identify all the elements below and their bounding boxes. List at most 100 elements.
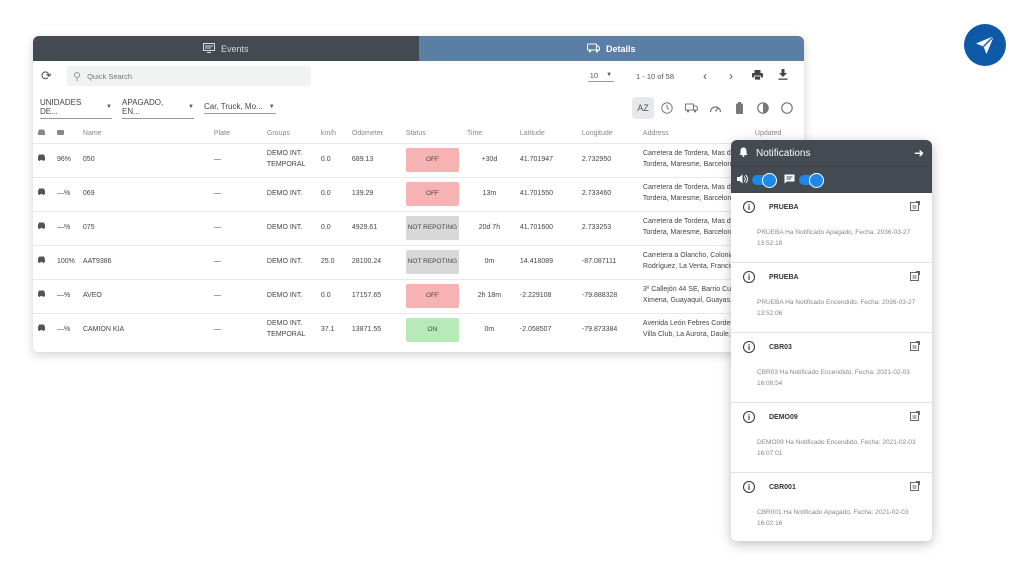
vehicle-plate: —	[209, 312, 263, 347]
print-icon[interactable]	[744, 69, 770, 83]
battery-level: 96%	[53, 142, 79, 177]
vehicle-speed: 25.0	[316, 244, 348, 279]
col-latitude[interactable]: Latitude	[519, 130, 545, 138]
notification-header-row: i DEMO09	[743, 411, 922, 423]
car-icon	[33, 244, 53, 279]
mark-read-icon[interactable]	[910, 271, 920, 283]
notification-item[interactable]: i CBR03 CBR03 Ha Notificado Encendido, Fec…	[731, 333, 932, 403]
vehicle-plate: —	[209, 210, 263, 245]
vehicle-speed: 0.0	[316, 176, 348, 211]
mark-read-icon[interactable]	[910, 341, 920, 353]
car-icon	[33, 278, 53, 313]
group-line-1: DEMO INT.	[266, 257, 303, 265]
info-icon: i	[743, 481, 755, 493]
truck-icon[interactable]	[680, 97, 702, 119]
col-name[interactable]: Name	[82, 130, 102, 138]
speedometer-icon[interactable]	[704, 97, 726, 119]
col-longitude[interactable]: Longitude	[581, 130, 613, 138]
col-time[interactable]: Time	[466, 130, 483, 138]
mark-read-icon[interactable]	[910, 481, 920, 493]
tab-details[interactable]: Details	[418, 36, 804, 61]
vehicle-longitude: -79.873384	[577, 312, 639, 347]
mark-read-icon[interactable]	[910, 411, 920, 423]
prev-page-icon[interactable]: ‹	[703, 69, 707, 83]
clock-icon[interactable]	[656, 97, 678, 119]
caret-down-icon: ▼	[268, 103, 275, 110]
notification-item[interactable]: i PRUEBA PRUEBA Ha Notificado Encendido, F…	[731, 263, 932, 333]
caret-down-icon: ▼	[188, 103, 194, 110]
state-filter[interactable]: APAGADO, EN... ▼	[122, 98, 194, 119]
col-address[interactable]: Address	[642, 130, 669, 138]
col-plate[interactable]: Plate	[213, 130, 230, 138]
car-icon	[33, 125, 53, 143]
table-row[interactable]: —% CAMION KIA — DEMO INT. TEMPORAL 37.1 13871.…	[33, 312, 804, 347]
vehicle-odometer: 17157.65	[347, 278, 402, 313]
col-odometer[interactable]: Odometer	[351, 130, 384, 138]
search-box[interactable]: ⚲	[67, 66, 311, 86]
page-size-select[interactable]: 10 ▼	[587, 71, 615, 82]
table-row[interactable]: —% AVEO — DEMO INT. 0.0 17157.65 OFF 2h 18m -2.2…	[33, 278, 804, 313]
half-circle-icon[interactable]	[752, 97, 774, 119]
address-line-1: Carretera a Olancho, Colonia C	[642, 252, 741, 260]
refresh-icon[interactable]: ⟳	[41, 68, 52, 83]
popup-toggle[interactable]	[799, 173, 824, 188]
vehicle-longitude: 2.733460	[577, 176, 639, 211]
caret-down-icon: ▼	[106, 103, 112, 110]
col-kmh[interactable]: km/h	[320, 130, 337, 138]
notification-time: 16:02:16	[757, 520, 783, 528]
notification-time: 16:08:54	[757, 380, 783, 388]
status-badge: ON	[405, 318, 459, 343]
info-icon: i	[743, 411, 755, 423]
circle-icon[interactable]	[776, 97, 798, 119]
download-icon[interactable]	[770, 69, 796, 83]
sound-toggle[interactable]	[752, 173, 777, 188]
vehicle-speed: 0.0	[316, 210, 348, 245]
notification-text: DEMO09 Ha Notificado Encendido, Fecha: 2…	[757, 439, 916, 446]
battery-level: —%	[53, 278, 79, 313]
col-status[interactable]: Status	[405, 130, 426, 138]
table-row[interactable]: —% 075— DEMO INT. 0.0 4929.61 NOT REPOTING 20d…	[33, 210, 804, 245]
search-icon: ⚲	[73, 70, 82, 83]
vehicle-longitude: -79.888328	[577, 278, 639, 313]
address-line-1: Carretera de Tordera, Mas de M	[642, 184, 743, 192]
address-line-1: 3º Callejón 44 SE, Barrio Cuba,	[642, 286, 741, 294]
pagination: 10 ▼ 1 - 10 of 58 ‹ ›	[587, 61, 796, 91]
vehicle-status-cell: NOT REPOTING	[401, 210, 463, 245]
notifications-title: Notifications	[756, 147, 811, 159]
table-row[interactable]: —% 069— DEMO INT. 0.0 139.29 OFF 13m 41.701550 2…	[33, 176, 804, 211]
mark-read-icon[interactable]	[910, 201, 920, 213]
battery-level: —%	[53, 210, 79, 245]
next-page-icon[interactable]: ›	[729, 69, 733, 83]
tab-events[interactable]: Events	[33, 36, 419, 61]
arrow-right-icon[interactable]: ➜	[913, 146, 924, 160]
vehicle-name: 069	[78, 176, 210, 211]
group-line-2: TEMPORAL	[266, 331, 306, 339]
table-row[interactable]: 96% 050— DEMO INT. TEMPORAL 0.0 689.13 OFF +30d…	[33, 142, 804, 177]
col-updated[interactable]: Updated	[754, 130, 782, 138]
send-logo-icon[interactable]	[964, 24, 1006, 66]
tab-details-label: Details	[605, 43, 636, 54]
notification-header-row: i CBR001	[743, 481, 922, 493]
sort-az-icon[interactable]: AZ	[632, 97, 654, 119]
vehicle-status-cell: OFF	[401, 278, 463, 313]
vehicle-name: CAMION KIA	[78, 312, 210, 347]
notification-item[interactable]: i DEMO09 DEMO09 Ha Notificado Encendido, F…	[731, 403, 932, 473]
col-groups[interactable]: Groups	[266, 130, 290, 138]
table-row[interactable]: 100% AAT9386— DEMO INT. 25.0 28100.24 NOT REP…	[33, 244, 804, 279]
notification-text: PRUEBA Ha Notificado Apagado, Fecha: 203…	[757, 229, 911, 236]
search-input[interactable]	[87, 71, 288, 81]
vehicle-plate: —	[209, 142, 263, 177]
vehicle-time: 13m	[462, 176, 516, 211]
vehicle-plate: —	[209, 176, 263, 211]
vehicle-name: AAT9386	[78, 244, 210, 279]
notification-item[interactable]: i PRUEBA PRUEBA Ha Notificado Apagado, Fec…	[731, 193, 932, 263]
vehicle-time: +30d	[462, 142, 516, 177]
vehicle-type-filter[interactable]: Car, Truck, Mo... ▼	[204, 102, 276, 114]
vehicle-latitude: 41.701947	[515, 142, 578, 177]
notification-time: 16:07:01	[757, 450, 783, 458]
notification-message: PRUEBA Ha Notificado Encendido, Fecha: 2…	[757, 297, 922, 320]
units-filter[interactable]: UNIDADES DE... ▼	[40, 98, 112, 119]
vehicle-status-cell: OFF	[401, 176, 463, 211]
battery-icon[interactable]	[728, 97, 750, 119]
notification-item[interactable]: i CBR001 CBR001 Ha Notificado Apagado, Fec…	[731, 473, 932, 541]
